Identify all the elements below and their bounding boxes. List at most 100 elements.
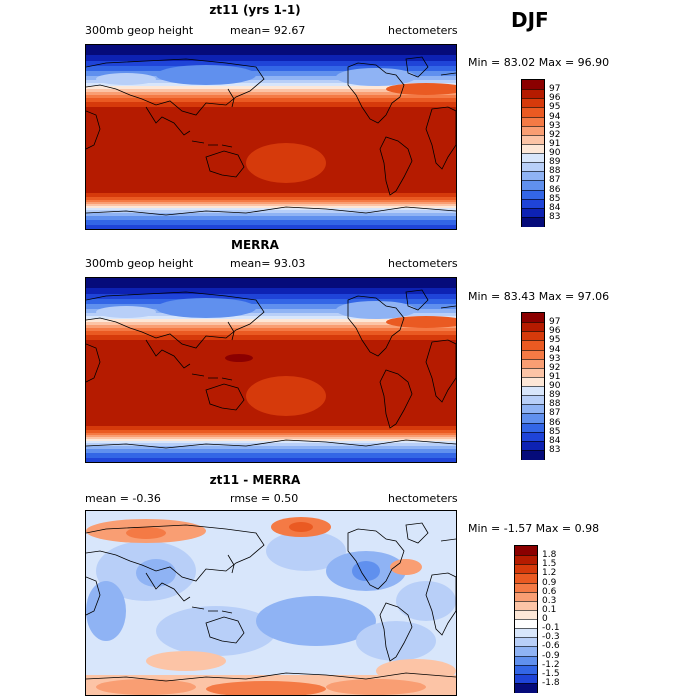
colorbar-separator	[522, 422, 544, 424]
colorbar-separator	[522, 207, 544, 209]
colorbar-separator	[522, 89, 544, 91]
contour-band	[86, 202, 456, 205]
coastline	[405, 56, 429, 78]
colorbar-swatch	[522, 162, 544, 172]
colorbar-swatch	[522, 331, 544, 341]
colorbar-label: 96	[549, 326, 561, 337]
colorbar-label: 93	[549, 353, 561, 364]
contour-band	[86, 204, 456, 207]
contour-band	[86, 443, 456, 447]
colorbar-separator	[515, 591, 537, 593]
colorbar-separator	[515, 646, 537, 648]
contour-blob	[246, 143, 326, 183]
contour-blob	[156, 298, 256, 318]
panel-1-map	[85, 44, 457, 230]
colorbar-swatch	[522, 422, 544, 433]
contour-blob	[396, 581, 456, 621]
contour-band	[86, 107, 456, 112]
contour-band	[86, 304, 456, 310]
colorbar-label: 83	[549, 444, 561, 455]
contour-band	[86, 335, 456, 341]
contour-band	[86, 322, 456, 326]
colorbar-label: 88	[549, 399, 561, 410]
colorbar-separator	[522, 107, 544, 109]
colorbar-label: 0.9	[542, 577, 557, 588]
colorbar-swatch	[515, 619, 537, 629]
colorbar-label: 84	[549, 435, 561, 446]
colorbar-label: 0	[542, 614, 548, 624]
contour-band	[86, 309, 456, 314]
contour-band	[86, 86, 456, 90]
panel-3-title: zt11 - MERRA	[209, 473, 301, 487]
contour-blob	[256, 596, 376, 646]
coastline	[86, 524, 265, 582]
colorbar-swatch	[522, 358, 544, 369]
colorbar-separator	[522, 134, 544, 136]
panel-2-units: hectometers	[388, 257, 458, 270]
panel-2-minmax: Min = 83.43 Max = 97.06	[468, 290, 610, 303]
contour-band	[86, 331, 456, 336]
colorbar-separator	[522, 440, 544, 442]
contour-band	[86, 313, 456, 317]
panel-3-mean: mean = -0.36	[85, 492, 161, 505]
colorbar-swatch	[522, 413, 544, 423]
colorbar-separator	[522, 404, 544, 406]
contour-blob	[96, 679, 196, 695]
colorbar-separator	[522, 162, 544, 164]
colorbar-label: 95	[549, 102, 561, 113]
colorbar-separator	[515, 637, 537, 639]
colorbar-swatch	[522, 322, 544, 332]
colorbar-swatch	[522, 386, 544, 396]
colorbar-label: -0.1	[542, 623, 560, 634]
panel-3-units: hectometers	[388, 492, 458, 505]
colorbar-label: 90	[549, 381, 561, 391]
colorbar-swatch	[522, 313, 544, 323]
contour-blob	[126, 527, 166, 539]
contour-blob	[326, 679, 426, 695]
colorbar-separator	[522, 331, 544, 333]
panel-2-map-svg	[86, 278, 456, 462]
colorbar-separator	[522, 449, 544, 451]
contour-band	[86, 435, 456, 438]
colorbar-label: 97	[549, 317, 561, 328]
contour-band	[86, 294, 456, 300]
colorbar-separator	[522, 413, 544, 415]
contour-blob	[96, 306, 156, 318]
contour-band	[86, 200, 456, 203]
contour-band	[86, 83, 456, 87]
colorbar-swatch	[515, 673, 537, 684]
colorbar-swatch	[515, 682, 537, 693]
coastline	[425, 339, 456, 403]
colorbar-separator	[515, 609, 537, 611]
colorbar-label: 97	[549, 84, 561, 95]
contour-blob	[206, 681, 326, 695]
coastline	[440, 305, 456, 309]
contour-band	[86, 319, 456, 323]
contour-blob	[246, 376, 326, 416]
colorbar-separator	[522, 98, 544, 100]
panel-1-mean: mean= 92.67	[230, 24, 306, 37]
contour-band	[86, 278, 456, 289]
colorbar-swatch	[522, 376, 544, 387]
colorbar-separator	[522, 340, 544, 342]
contour-band	[86, 458, 456, 462]
colorbar-swatch	[522, 207, 544, 218]
colorbar-separator	[515, 664, 537, 666]
colorbar-label: 90	[549, 148, 561, 158]
colorbar-label: 1.5	[542, 559, 557, 570]
colorbar-swatch	[522, 89, 544, 99]
panel-3-map	[85, 510, 457, 696]
colorbar-label: -0.9	[542, 650, 560, 661]
colorbar-swatch	[522, 198, 544, 209]
colorbar-label: 1.8	[542, 550, 557, 561]
contour-band	[86, 299, 456, 305]
colorbar-label: 89	[549, 157, 561, 168]
colorbar-label: -0.6	[542, 641, 560, 652]
coastline	[145, 572, 191, 602]
colorbar-separator	[522, 349, 544, 351]
colorbar-label: 87	[549, 408, 561, 419]
colorbar-separator	[522, 376, 544, 378]
colorbar-separator	[522, 143, 544, 145]
coastline	[227, 88, 235, 108]
contour-band	[86, 206, 456, 209]
